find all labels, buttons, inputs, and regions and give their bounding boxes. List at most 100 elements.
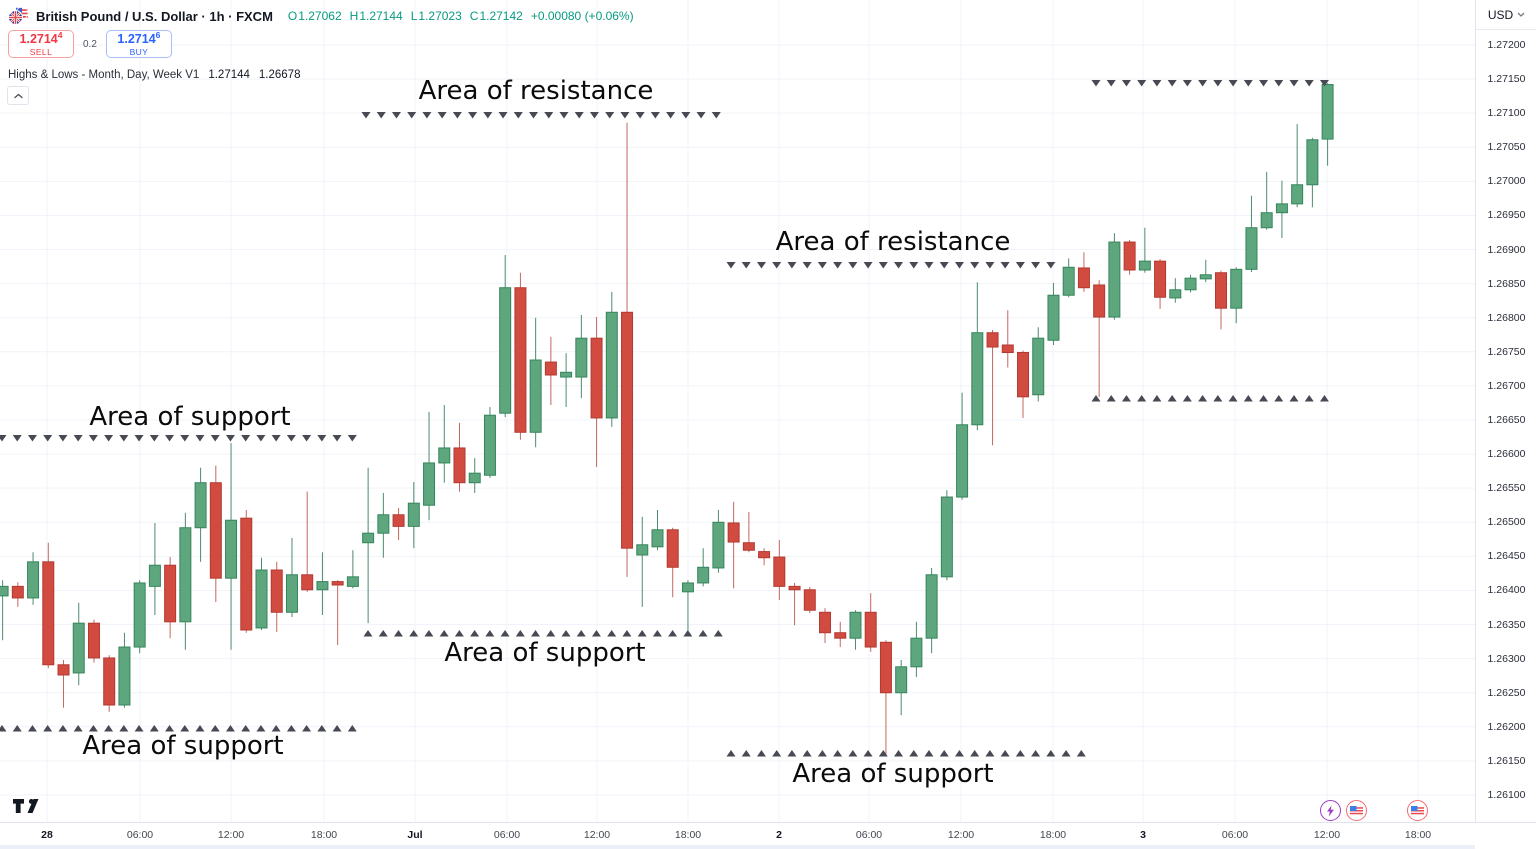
triangle-down-icon [180,435,190,442]
triangle-down-icon [666,112,676,119]
triangle-up-icon [1167,395,1177,402]
triangle-down-icon [302,435,312,442]
triangle-down-icon [1167,80,1177,87]
triangle-down-icon [985,262,995,269]
collapse-panel-button[interactable] [7,86,29,105]
triangle-up-icon [1259,395,1269,402]
triangle-up-icon [1031,750,1041,757]
candle-body-up [956,424,969,498]
candle-body-up [255,569,268,629]
triangle-up-icon [970,750,980,757]
annotation-text[interactable]: Area of support [89,402,291,432]
triangle-up-icon [256,725,266,732]
triangle-down-icon [241,435,251,442]
resistance-arrow-row[interactable] [0,435,357,442]
triangle-up-icon [1274,395,1284,402]
triangle-down-icon [772,262,782,269]
candle-body-up [438,447,451,464]
triangle-down-icon [1213,80,1223,87]
triangle-up-icon [1152,395,1162,402]
indicator-legend[interactable]: Highs & Lows - Month, Day, Week V1 1.271… [8,69,300,81]
ohlc-close: 1.27142 [479,9,523,23]
triangle-down-icon [286,435,296,442]
triangle-up-icon [698,630,708,637]
triangle-up-icon [439,630,449,637]
time-axis[interactable]: 28 06:00 12:00 18:00 Jul 06:00 12:00 18:00 2 06:0… [0,822,1536,849]
time-axis-label: Jul [407,829,423,841]
candle-body-down [301,574,314,591]
support-arrow-row[interactable] [363,630,723,637]
price-axis-label: 1.26900 [1487,243,1526,256]
candle-body-down [164,564,177,623]
triangle-down-icon [1319,80,1329,87]
support-arrow-row[interactable] [1091,395,1329,402]
time-axis-label: 06:00 [126,829,154,841]
triangle-up-icon [271,725,281,732]
triangle-down-icon [58,435,68,442]
candle-body-up [1230,268,1243,309]
lightning-icon[interactable] [1320,800,1341,821]
triangle-up-icon [43,725,53,732]
support-arrow-row[interactable] [726,750,1086,757]
price-axis-label: 1.26150 [1487,754,1526,767]
triangle-up-icon [939,750,949,757]
price-axis-label: 1.26350 [1487,618,1526,631]
candle-body-down [986,332,999,348]
triangle-down-icon [73,435,83,442]
candle-body-up [1047,294,1060,341]
triangle-up-icon [531,630,541,637]
currency-selector[interactable]: USD [1476,0,1536,30]
triangle-down-icon [1091,80,1101,87]
candle-body-up [1245,227,1258,270]
sell-button[interactable]: 1.27144 SELL [8,30,74,58]
annotation-text[interactable]: Area of support [792,759,994,789]
annotation-text[interactable]: Area of support [82,731,284,761]
triangle-down-icon [924,262,934,269]
candle-body-down [773,556,786,587]
candle-body-down [1017,352,1030,398]
triangle-down-icon [1274,80,1284,87]
support-arrow-row[interactable] [0,725,357,732]
buy-button[interactable]: 1.27146 BUY [105,30,172,58]
annotation-text[interactable]: Area of support [444,638,646,668]
triangle-down-icon [1243,80,1253,87]
triangle-up-icon [1061,750,1071,757]
candle-body-up [636,544,649,556]
triangle-down-icon [452,112,462,119]
price-axis[interactable]: USD 1.27200 1.27150 1.27100 1.27050 1.27000 1… [1475,0,1536,822]
resistance-arrow-row[interactable] [726,262,1056,269]
triangle-up-icon [485,630,495,637]
triangle-up-icon [515,630,525,637]
price-axis-label: 1.27050 [1487,141,1526,154]
us-flag-icon[interactable] [1346,800,1367,821]
triangle-down-icon [726,262,736,269]
triangle-down-icon [756,262,766,269]
triangle-up-icon [149,725,159,732]
triangle-down-icon [894,262,904,269]
candle-body-up [194,482,207,529]
annotation-text[interactable]: Area of resistance [775,227,1011,257]
annotation-text[interactable]: Area of resistance [418,76,654,106]
triangle-up-icon [1121,395,1131,402]
candle-body-up [1138,260,1151,271]
triangle-down-icon [361,112,371,119]
triangle-up-icon [637,630,647,637]
triangle-up-icon [591,630,601,637]
symbol-title[interactable]: British Pound / U.S. Dollar · 1h · FXCM [36,8,273,24]
triangle-down-icon [43,435,53,442]
candle-body-up [362,532,375,544]
triangle-up-icon [210,725,220,732]
resistance-arrow-row[interactable] [1091,80,1329,87]
us-flag-icon[interactable] [1407,800,1428,821]
time-axis-label: 18:00 [310,829,338,841]
price-axis-label: 1.26800 [1487,311,1526,324]
triangle-down-icon [802,262,812,269]
price-axis-label: 1.27150 [1487,73,1526,86]
triangle-up-icon [802,750,812,757]
tradingview-logo[interactable] [12,798,39,814]
resistance-arrow-row[interactable] [361,112,721,119]
triangle-down-icon [681,112,691,119]
triangle-up-icon [165,725,175,732]
price-axis-label: 1.26850 [1487,277,1526,290]
candle-body-up [0,585,9,597]
